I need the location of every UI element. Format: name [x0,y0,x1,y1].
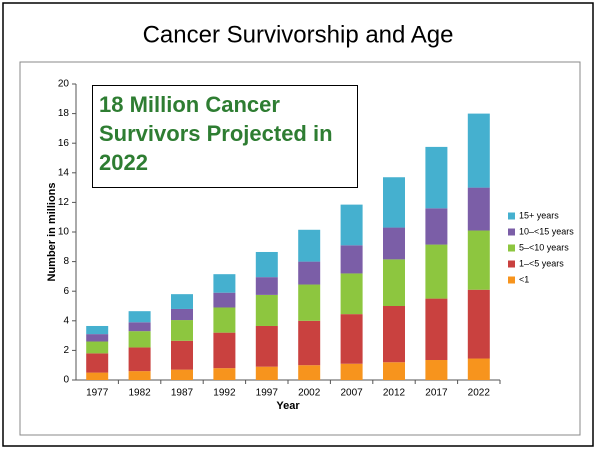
x-tick-label: 1997 [256,388,279,399]
legend-label: 15+ years [519,210,559,220]
bar-segment [86,372,109,380]
bar-segment [298,229,321,262]
bar-segment [128,347,151,372]
x-tick-label: 2017 [425,388,448,399]
bar-segment [213,292,236,308]
bar-segment [298,365,321,380]
bar-segment [467,358,490,380]
bar-segment [467,230,490,290]
bar-segment [86,353,109,373]
legend-swatch [508,228,515,236]
y-tick-label: 8 [63,256,69,267]
chart-title: Cancer Survivorship and Age [143,21,454,48]
y-axis-label: Number in millions [46,182,58,281]
bar-segment [255,325,278,367]
bar-segment [171,340,193,370]
x-tick-label: 2002 [298,388,321,399]
bar-segment [171,294,193,309]
bar-segment [255,277,278,295]
bar-segment [171,320,193,341]
legend-swatch [508,212,515,220]
bar-segment [340,245,363,274]
bar-segment [171,369,193,380]
bar-segment [467,289,490,359]
bar-segment [86,341,109,354]
x-axis-label: Year [276,400,300,412]
x-tick-label: 2022 [468,388,491,399]
x-tick-label: 2012 [383,388,406,399]
bar-segment [425,360,448,380]
legend-label: <1 [519,274,529,284]
x-tick-label: 1987 [171,388,194,399]
bar-segment [340,204,363,246]
legend-label: 10–<15 years [519,226,574,236]
bar-segment [425,298,448,361]
legend-label: 5–<10 years [519,242,569,252]
bar-segment [383,306,405,363]
y-tick-label: 10 [58,227,70,238]
bar-segment [383,259,405,306]
bar-segment [128,311,151,323]
y-tick-label: 6 [63,286,69,297]
y-tick-label: 2 [63,345,69,356]
x-tick-label: 1982 [128,388,151,399]
bar-segment [425,244,448,299]
bar-segment [171,308,193,321]
bar-segment [383,227,405,260]
bar-segment [425,208,448,245]
bar-segment [86,325,109,335]
y-tick-label: 16 [58,138,70,149]
legend-swatch [508,276,515,284]
x-tick-label: 1992 [213,388,236,399]
bar-segment [340,363,363,380]
legend-label: 1–<5 years [519,258,564,268]
y-tick-label: 0 [63,375,69,386]
bar-segment [213,307,236,333]
x-tick-label: 2007 [340,388,363,399]
bar-segment [255,366,278,380]
bar-segment [86,334,109,342]
bar-segment [255,251,278,278]
bar-segment [128,322,151,332]
bar-segment [340,273,363,315]
bar-segment [128,331,151,348]
bar-segment [255,294,278,326]
bar-segment [298,284,321,321]
annotation: 18 Million Cancer Survivors Projected in… [92,85,358,188]
bar-segment [425,146,448,209]
bar-segment [298,261,321,285]
legend-swatch [508,244,515,252]
legend-swatch [508,260,515,268]
y-tick-label: 12 [58,197,70,208]
bar-segment [128,371,151,380]
bar-segment [213,368,236,380]
bar-segment [213,332,236,369]
bar-segment [298,320,321,366]
bar-segment [383,177,405,228]
y-tick-label: 20 [58,79,70,90]
y-tick-label: 18 [58,108,70,119]
y-tick-label: 4 [63,315,69,326]
y-tick-label: 14 [58,167,70,178]
bar-segment [383,362,405,380]
bar-segment [467,113,490,188]
x-tick-label: 1977 [86,388,109,399]
bar-segment [467,187,490,231]
bar-segment [213,274,236,293]
bar-segment [340,314,363,364]
